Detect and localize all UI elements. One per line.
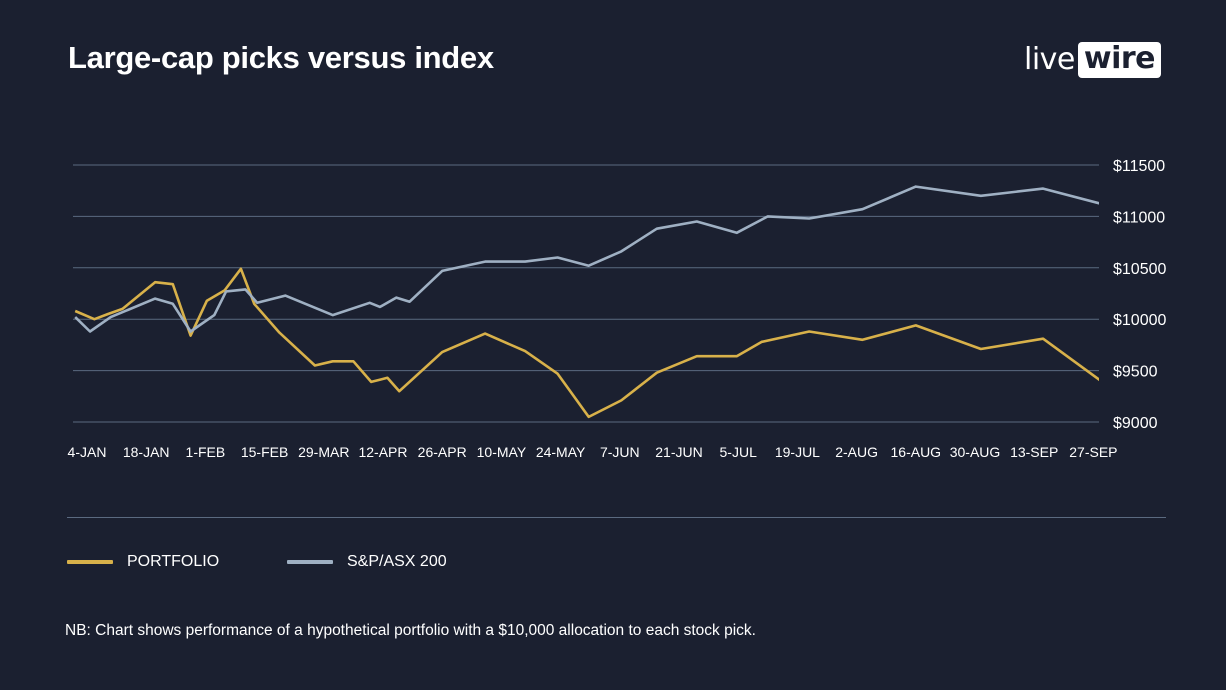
series-line-portfolio — [74, 267, 1099, 419]
divider — [67, 517, 1166, 518]
x-tick-label: 30-AUG — [950, 444, 1001, 460]
legend-item-portfolio: PORTFOLIO — [67, 553, 219, 571]
y-tick-label: $11000 — [1113, 209, 1165, 226]
x-tick-label: 24-MAY — [536, 444, 586, 460]
x-tick-label: 18-JAN — [123, 444, 170, 460]
legend-swatch-portfolio — [67, 560, 113, 564]
x-tick-label: 19-JUL — [775, 444, 820, 460]
x-tick-label: 29-MAR — [298, 444, 349, 460]
chart-grid — [73, 164, 1099, 423]
footnote: NB: Chart shows performance of a hypothe… — [65, 622, 756, 639]
x-tick-label: 12-APR — [358, 444, 407, 460]
x-tick-label: 27-SEP — [1069, 444, 1117, 460]
x-tick-label: 26-APR — [418, 444, 467, 460]
y-tick-label: $9000 — [1113, 415, 1158, 432]
logo-text-wire: wire — [1077, 42, 1162, 78]
x-tick-label: 21-JUN — [655, 444, 702, 460]
y-tick-label: $9500 — [1113, 364, 1158, 381]
legend-label-index: S&P/ASX 200 — [347, 553, 447, 570]
x-tick-label: 13-SEP — [1010, 444, 1058, 460]
x-tick-label: 16-AUG — [891, 444, 942, 460]
chart-series — [74, 185, 1099, 419]
y-tick-label: $10000 — [1113, 312, 1166, 329]
x-tick-label: 10-MAY — [477, 444, 527, 460]
x-tick-label: 1-FEB — [186, 444, 226, 460]
y-tick-label: $10500 — [1113, 261, 1166, 278]
legend-item-index: S&P/ASX 200 — [287, 553, 447, 571]
series-line-index — [74, 185, 1099, 333]
x-tick-label: 4-JAN — [68, 444, 107, 460]
logo-text-live: live — [1024, 42, 1075, 77]
x-axis-ticks: 4-JAN 18-JAN 1-FEB 15-FEB 29-MAR 12-APR 26-APR… — [68, 444, 1118, 460]
legend-label-portfolio: PORTFOLIO — [127, 553, 220, 570]
x-tick-label: 15-FEB — [241, 444, 288, 460]
y-axis-ticks: $9000 $9500 $10000 $10500 $11000 $11500 — [1113, 158, 1166, 432]
chart-legend: PORTFOLIO S&P/ASX 200 — [0, 553, 1226, 575]
line-chart: $9000 $9500 $10000 $10500 $11000 $11500 4-JAN… — [68, 158, 1167, 460]
legend-swatch-index — [287, 560, 333, 564]
livewire-logo: live wire — [1024, 42, 1162, 78]
x-tick-label: 7-JUN — [600, 444, 640, 460]
y-tick-label: $11500 — [1113, 158, 1165, 175]
chart-title: Large-cap picks versus index — [68, 40, 494, 75]
x-tick-label: 2-AUG — [835, 444, 878, 460]
x-tick-label: 5-JUL — [720, 444, 758, 460]
